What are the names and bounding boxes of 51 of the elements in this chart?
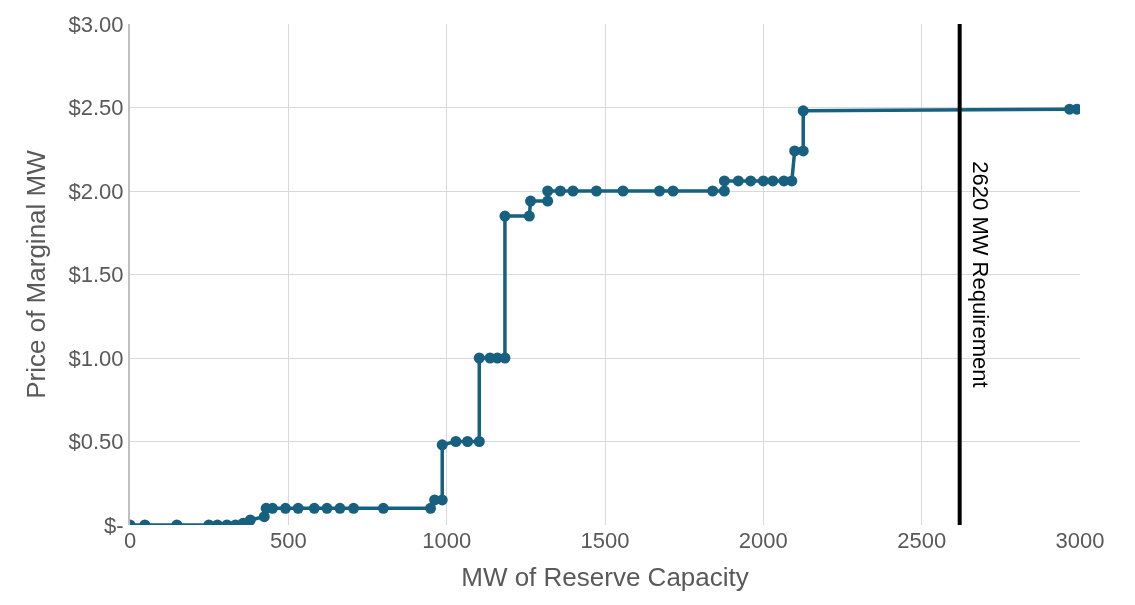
y-axis-title: Price of Marginal MW (21, 149, 52, 399)
point (279, 502, 291, 514)
point (462, 436, 474, 447)
y-tick-label: $3.00 (68, 11, 124, 37)
point (523, 210, 535, 222)
point (321, 502, 333, 514)
point (334, 502, 346, 514)
point (718, 175, 730, 187)
ref-line-label: 2620 MW Requirement (967, 161, 993, 388)
point (308, 502, 320, 514)
point (348, 502, 360, 514)
x-tick-label: 1500 (580, 528, 630, 553)
point (525, 195, 537, 207)
x-tick-label: 0 (123, 528, 137, 553)
point (590, 185, 602, 197)
x-axis-title: MW of Reserve Capacity (461, 561, 749, 592)
point (797, 105, 809, 117)
point (377, 502, 389, 514)
x-tick-label: 2500 (897, 528, 947, 553)
x-tick-label: 3000 (1055, 528, 1105, 553)
point (667, 185, 679, 197)
point (617, 185, 629, 197)
point (499, 210, 511, 222)
point (567, 185, 579, 197)
y-tick-label: $1.00 (68, 345, 124, 371)
point (244, 514, 256, 525)
point (745, 175, 757, 187)
point (732, 175, 744, 187)
point (473, 352, 485, 364)
y-tick-label: $2.50 (68, 95, 124, 121)
point (653, 185, 665, 197)
point (425, 502, 437, 514)
y-tick-label: $1.50 (68, 262, 124, 288)
x-tick-label: 500 (269, 528, 307, 553)
y-tick-label: $2.00 (68, 178, 124, 204)
x-tick-label: 2000 (738, 528, 788, 553)
point (450, 436, 462, 447)
point (767, 175, 779, 187)
point (757, 175, 769, 187)
point (707, 185, 719, 197)
point (786, 175, 798, 187)
y-tick-label: $- (104, 512, 124, 538)
point (718, 185, 730, 197)
y-tick-label: $0.50 (68, 429, 124, 455)
point (542, 185, 554, 197)
point (542, 195, 554, 207)
x-tick-label: 1000 (422, 528, 472, 553)
point (436, 439, 448, 451)
point (554, 185, 566, 197)
point (473, 436, 485, 447)
point (292, 502, 304, 514)
